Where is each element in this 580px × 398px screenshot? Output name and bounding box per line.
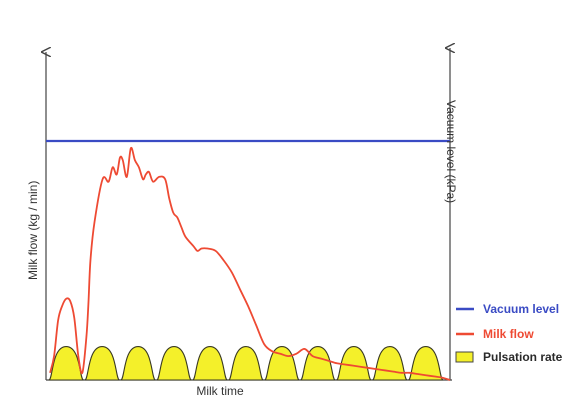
x-axis-label: Milk time	[196, 384, 244, 398]
pulse-bump	[120, 345, 157, 381]
pulse-bump	[335, 345, 372, 381]
pulse-bump	[299, 345, 336, 381]
milk-flow-line	[49, 146, 451, 381]
pulse-bump	[156, 345, 192, 381]
legend-swatch-pulsation-rate	[455, 351, 474, 363]
axes	[46, 48, 452, 381]
legend-label-milk-flow: Milk flow	[483, 327, 534, 341]
legend-label-vacuum-level: Vacuum level	[483, 302, 559, 316]
pulse-bump	[192, 345, 228, 381]
pulse-bump	[48, 345, 85, 381]
y-axis-right-label: Vacuum level (kPa)	[444, 100, 458, 204]
legend: Vacuum level Milk flow Pulsation rate	[455, 302, 563, 364]
y-axis-left-label: Milk flow (kg / min)	[26, 180, 40, 280]
pulsation-series	[48, 345, 444, 381]
line-series	[46, 139, 451, 381]
legend-label-pulsation-rate: Pulsation rate	[483, 350, 563, 364]
pulse-bump	[228, 345, 264, 381]
pulse-bump	[371, 345, 408, 381]
pulse-bump	[84, 345, 121, 381]
pulse-bump	[264, 345, 300, 381]
